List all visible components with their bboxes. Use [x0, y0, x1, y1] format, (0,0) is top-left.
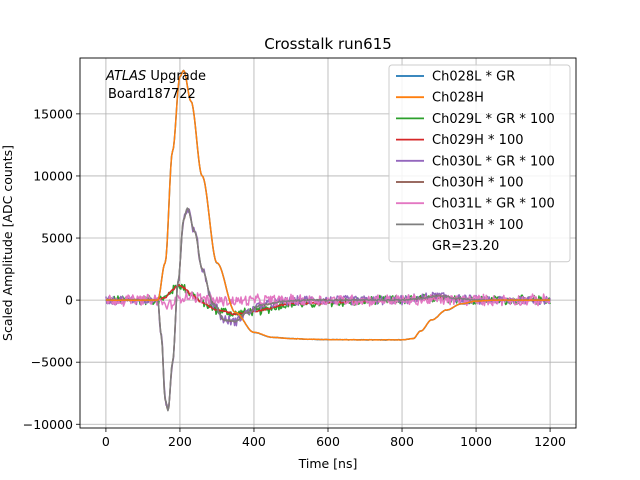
x-axis-label: Time [ns]: [298, 456, 358, 471]
legend-entry: Ch028H: [432, 91, 484, 106]
legend-box: [388, 64, 571, 263]
legend-entry: Ch029H * 100: [432, 133, 523, 148]
x-tick-label: 200: [168, 434, 192, 449]
y-tick-label: 0: [65, 293, 73, 308]
legend-entry: Ch031L * GR * 100: [432, 197, 555, 212]
x-tick-label: 0: [102, 434, 110, 449]
x-tick-label: 1200: [534, 434, 566, 449]
legend-entry: Ch030H * 100: [432, 176, 523, 191]
series-line: [105, 290, 551, 310]
legend-entry: Ch031H * 100: [432, 218, 523, 233]
x-tick-label: 600: [316, 434, 340, 449]
y-axis-label: Scaled Amplitude [ADC counts]: [0, 145, 15, 341]
y-tick-label: 5000: [41, 231, 73, 246]
x-tick-label: 1000: [460, 434, 492, 449]
x-tick-label: 800: [390, 434, 414, 449]
x-axis-ticks: 0 200 400 600 800 1000 1200: [102, 428, 566, 449]
legend-entry: Ch030L * GR * 100: [432, 154, 555, 169]
chart-title: Crosstalk run615: [264, 35, 392, 53]
legend: Ch028L * GR Ch028H Ch029L * GR * 100 Ch029H…: [388, 64, 571, 263]
x-tick-label: 400: [242, 434, 266, 449]
legend-entry: Ch029L * GR * 100: [432, 112, 555, 127]
y-tick-label: 15000: [33, 106, 73, 121]
y-tick-label: −5000: [31, 355, 73, 370]
y-axis-ticks: −10000 −5000 0 5000 10000 15000: [23, 106, 80, 432]
legend-entry: Ch028L * GR: [432, 70, 515, 85]
y-tick-label: −10000: [23, 417, 73, 432]
annotation-italic: ATLAS: [105, 69, 146, 84]
series-line: [105, 69, 551, 341]
legend-gr-value: GR=23.20: [432, 239, 499, 254]
series-line: [105, 207, 551, 412]
annotation-line2: Board187722: [108, 87, 196, 102]
y-tick-label: 10000: [33, 168, 73, 183]
annotation-line1: ATLAS Upgrade: [105, 69, 206, 84]
annotation-rest: Upgrade: [146, 69, 206, 84]
plot-series: [105, 69, 551, 412]
board-annotation: ATLAS Upgrade Board187722: [105, 69, 206, 102]
